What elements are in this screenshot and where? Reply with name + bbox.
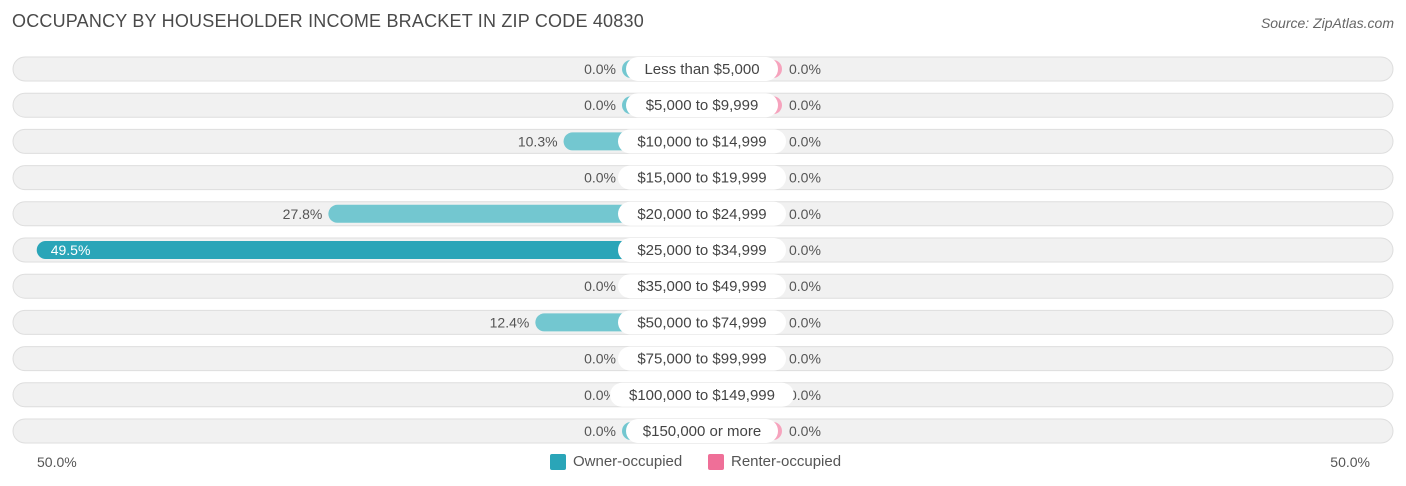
category-label-background [618,165,786,190]
renter-value-label: 0.0% [789,133,821,149]
owner-value-label: 27.8% [283,206,323,222]
renter-value-label: 0.0% [789,97,821,113]
renter-value-label: 0.0% [789,61,821,77]
owner-value-label: 0.0% [584,423,616,439]
legend-renter-label: Renter-occupied [731,453,842,470]
owner-value-label: 10.3% [518,133,558,149]
owner-value-label: 0.0% [584,61,616,77]
owner-bar [328,204,702,223]
chart-canvas: 0.0% 0.0% Less than $5,000 0.0% 0.0% $5,000 t… [12,56,1394,444]
category-label-background [618,310,786,335]
owner-value-label: 0.0% [584,387,616,403]
renter-value-label: 0.0% [789,278,821,294]
legend-owner-label: Owner-occupied [573,453,683,470]
legend-renter: Renter-occupied [708,453,841,470]
category-label: $5,000 to $9,999 [646,97,759,114]
renter-value-label: 0.0% [789,206,821,222]
owner-value-label: 12.4% [490,314,530,330]
category-label-background [618,201,786,226]
category-label-background [618,274,786,299]
renter-value-label: 0.0% [789,242,821,258]
renter-value-label: 0.0% [789,351,821,367]
renter-value-label: 0.0% [789,314,821,330]
category-label: $75,000 to $99,999 [637,351,766,368]
category-label: $35,000 to $49,999 [637,278,766,295]
renter-value-label: 0.0% [789,170,821,186]
owner-value-label: 0.0% [584,278,616,294]
category-label: $10,000 to $14,999 [637,133,766,150]
owner-value-label: 0.0% [584,97,616,113]
category-label: $20,000 to $24,999 [637,206,766,223]
renter-value-label: 0.0% [789,423,821,439]
category-label-background [618,129,786,154]
owner-bar [36,241,703,259]
axis-right-label: 50.0% [1330,454,1370,470]
category-label: $25,000 to $34,999 [637,242,766,259]
category-label-background [626,57,778,81]
owner-value-label: 0.0% [584,351,616,367]
owner-value-label: 49.5% [51,242,91,258]
category-label: $100,000 to $149,999 [629,387,775,404]
category-label: $150,000 or more [643,423,761,440]
category-label-background [618,346,786,371]
category-label: Less than $5,000 [644,61,759,78]
source-note: Source: ZipAtlas.com [1260,15,1394,31]
category-label-background [610,382,794,407]
category-label-background [618,238,786,262]
legend-owner: Owner-occupied [550,453,682,470]
axis-left-label: 50.0% [37,454,77,470]
category-label-background [626,419,778,443]
chart-title: OCCUPANCY BY HOUSEHOLDER INCOME BRACKET … [12,11,644,31]
category-label-background [626,93,778,118]
renter-value-label: 0.0% [789,387,821,403]
category-label: $50,000 to $74,999 [637,314,766,331]
legend-owner-swatch [550,453,566,470]
category-label: $15,000 to $19,999 [637,170,766,187]
legend-renter-swatch [708,453,724,470]
owner-value-label: 0.0% [584,170,616,186]
